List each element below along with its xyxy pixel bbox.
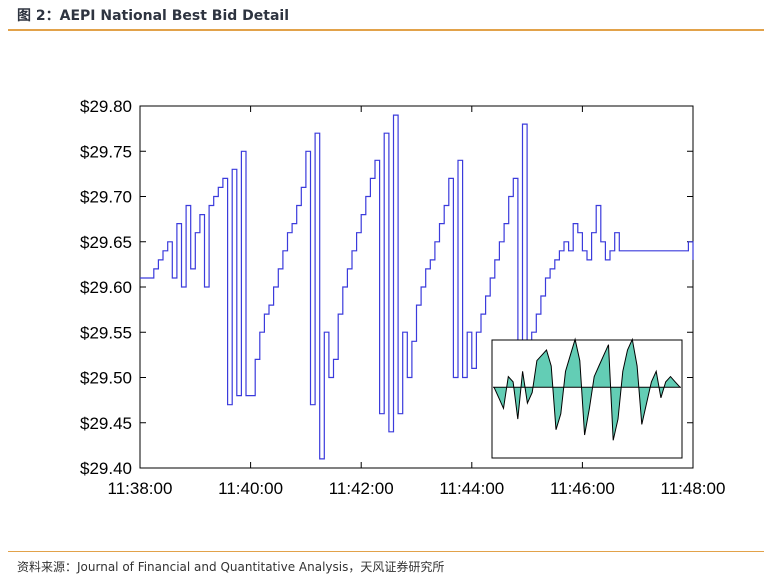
figure-title: 图 2：AEPI National Best Bid Detail <box>17 8 290 24</box>
x-tick-label: 11:40:00 <box>218 479 283 498</box>
source-note: 资料来源：Journal of Financial and Quantitati… <box>17 560 445 574</box>
x-tick-label: 11:48:00 <box>661 479 726 498</box>
y-axis: $29.40 $29.45 $29.50 $29.55 $29.60 $29.65 $29.… <box>80 97 693 478</box>
series-line-0 <box>140 114 694 460</box>
x-tick-label: 11:46:00 <box>550 479 615 498</box>
title-divider <box>8 29 764 31</box>
y-tick-label: $29.50 <box>80 369 132 388</box>
y-tick-label: $29.65 <box>80 233 132 252</box>
y-tick-label: $29.40 <box>80 459 132 478</box>
x-tick-label: 11:44:00 <box>439 479 504 498</box>
y-tick-label: $29.80 <box>80 97 132 116</box>
inset-area <box>494 339 680 441</box>
series-layer <box>140 114 694 460</box>
inset-chart <box>491 337 683 459</box>
x-tick-label: 11:42:00 <box>329 479 394 498</box>
y-tick-label: $29.70 <box>80 188 132 207</box>
y-tick-label: $29.60 <box>80 278 132 297</box>
y-tick-label: $29.55 <box>80 323 132 342</box>
y-tick-label: $29.75 <box>80 142 132 161</box>
y-tick-label: $29.45 <box>80 414 132 433</box>
x-tick-label: 11:38:00 <box>108 479 173 498</box>
source-divider <box>8 551 764 552</box>
chart: $29.40 $29.45 $29.50 $29.55 $29.60 $29.65 $29.… <box>80 97 726 498</box>
x-axis: 11:38:00 11:40:00 11:42:00 11:44:00 11:46:00… <box>108 106 726 498</box>
